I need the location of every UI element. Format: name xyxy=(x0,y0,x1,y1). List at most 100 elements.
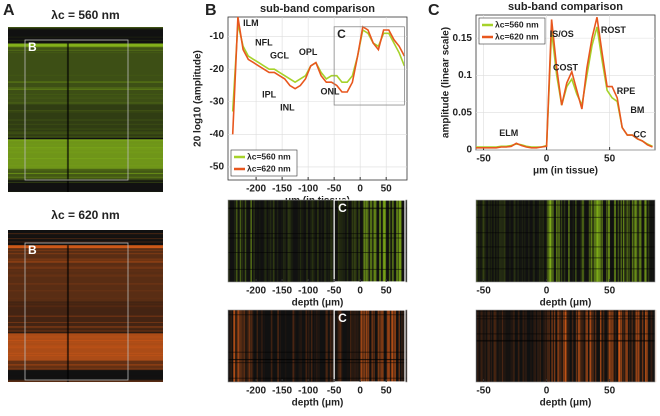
image-layer xyxy=(8,168,163,179)
y-tick-label: 0.15 xyxy=(453,33,473,44)
image-stripe xyxy=(638,310,641,382)
image-stripe xyxy=(377,310,380,382)
image-stripe xyxy=(398,200,401,282)
image-stripe xyxy=(650,200,652,282)
image-stripe xyxy=(476,310,479,382)
image-stripe xyxy=(283,310,285,382)
image-frame xyxy=(475,199,656,283)
image-stripe xyxy=(538,310,540,382)
image-stripe xyxy=(364,310,366,382)
image-stripe xyxy=(365,310,368,382)
image-speckle xyxy=(8,283,163,285)
image-stripe xyxy=(386,310,389,382)
image-stripe xyxy=(253,200,255,282)
image-stripe xyxy=(243,310,245,382)
image-stripe xyxy=(265,200,267,282)
image-speckle xyxy=(8,172,163,174)
x-tick-label: 50 xyxy=(604,154,616,165)
image-stripe xyxy=(504,200,506,282)
image-stripe xyxy=(517,310,519,382)
image-stripe xyxy=(387,310,389,382)
image-stripe xyxy=(510,310,512,382)
image-title: λc = 620 nm xyxy=(51,208,119,222)
image-stripe xyxy=(239,200,242,282)
image-speckle xyxy=(8,87,163,89)
image-stripe xyxy=(614,200,617,282)
x-tick-label: 0 xyxy=(357,286,363,297)
image-stripe xyxy=(300,310,302,382)
image-row xyxy=(228,351,407,353)
inset-box xyxy=(24,242,129,381)
image-stripe xyxy=(629,310,631,382)
image-stripe xyxy=(399,200,401,282)
image-stripe xyxy=(251,310,253,382)
image-stripe xyxy=(640,200,642,282)
image-stripe xyxy=(543,310,545,382)
image-stripe xyxy=(626,200,629,282)
image-stripe xyxy=(575,310,578,382)
image-stripe xyxy=(620,310,623,382)
image-stripe xyxy=(555,200,558,282)
image-stripe xyxy=(385,200,387,282)
x-axis-label: depth (μm) xyxy=(292,298,344,309)
image-stripe xyxy=(357,310,359,382)
image-stripe xyxy=(591,200,593,282)
image-stripe xyxy=(623,310,625,382)
image-stripe xyxy=(490,200,492,282)
image-stripe xyxy=(638,200,641,282)
image-panel xyxy=(227,199,408,283)
image-layer xyxy=(8,301,163,332)
image-stripe xyxy=(508,310,510,382)
image-layer xyxy=(8,43,163,47)
image-stripe xyxy=(340,200,342,282)
image-stripe xyxy=(229,310,231,382)
image-speckle xyxy=(8,330,163,332)
x-tick-label: -50 xyxy=(327,386,342,397)
image-speckle xyxy=(8,45,163,47)
image-stripe xyxy=(484,200,487,282)
image-stripe xyxy=(384,200,387,282)
image-stripe xyxy=(608,200,611,282)
x-axis-label: depth (μm) xyxy=(540,398,592,409)
image-stripe xyxy=(568,310,570,382)
image-stripe xyxy=(298,310,300,382)
image-stripe xyxy=(365,200,368,282)
image-stripe xyxy=(371,200,374,282)
image-stripe xyxy=(341,200,344,282)
image-row xyxy=(228,233,407,235)
y-axis-label: 20 log10 (amplitude) xyxy=(193,50,204,147)
image-speckle xyxy=(8,111,163,113)
image-stripe xyxy=(595,200,597,282)
image-speckle xyxy=(8,142,163,143)
image-stripe xyxy=(636,310,638,382)
inset-label: B xyxy=(28,243,37,257)
image-stripe xyxy=(260,310,262,382)
image-speckle xyxy=(8,347,163,349)
image-speckle xyxy=(8,258,163,260)
image-speckle xyxy=(8,74,163,76)
image-stripe xyxy=(541,200,544,282)
image-stripe xyxy=(498,310,500,382)
image-stripe xyxy=(302,200,304,282)
image-speckle xyxy=(8,147,163,149)
image-stripe xyxy=(279,310,281,382)
image-panel xyxy=(8,230,163,383)
image-stripe xyxy=(249,310,252,382)
image-stripe xyxy=(393,310,395,382)
image-stripe xyxy=(521,200,524,282)
image-stripe xyxy=(579,310,581,382)
image-stripe xyxy=(482,200,484,282)
image-stripe xyxy=(284,200,287,282)
image-stripe xyxy=(353,200,356,282)
image-stripe xyxy=(237,310,239,382)
image-stripe xyxy=(325,310,328,382)
image-stripe xyxy=(228,200,230,282)
image-stripe xyxy=(533,310,536,382)
image-stripe xyxy=(370,200,372,282)
x-tick-label: -200 xyxy=(246,386,266,397)
image-speckle xyxy=(8,267,163,269)
annotation: CC xyxy=(633,129,646,139)
image-stripe xyxy=(330,310,332,382)
image-stripe xyxy=(308,310,310,382)
image-stripe xyxy=(611,310,613,382)
